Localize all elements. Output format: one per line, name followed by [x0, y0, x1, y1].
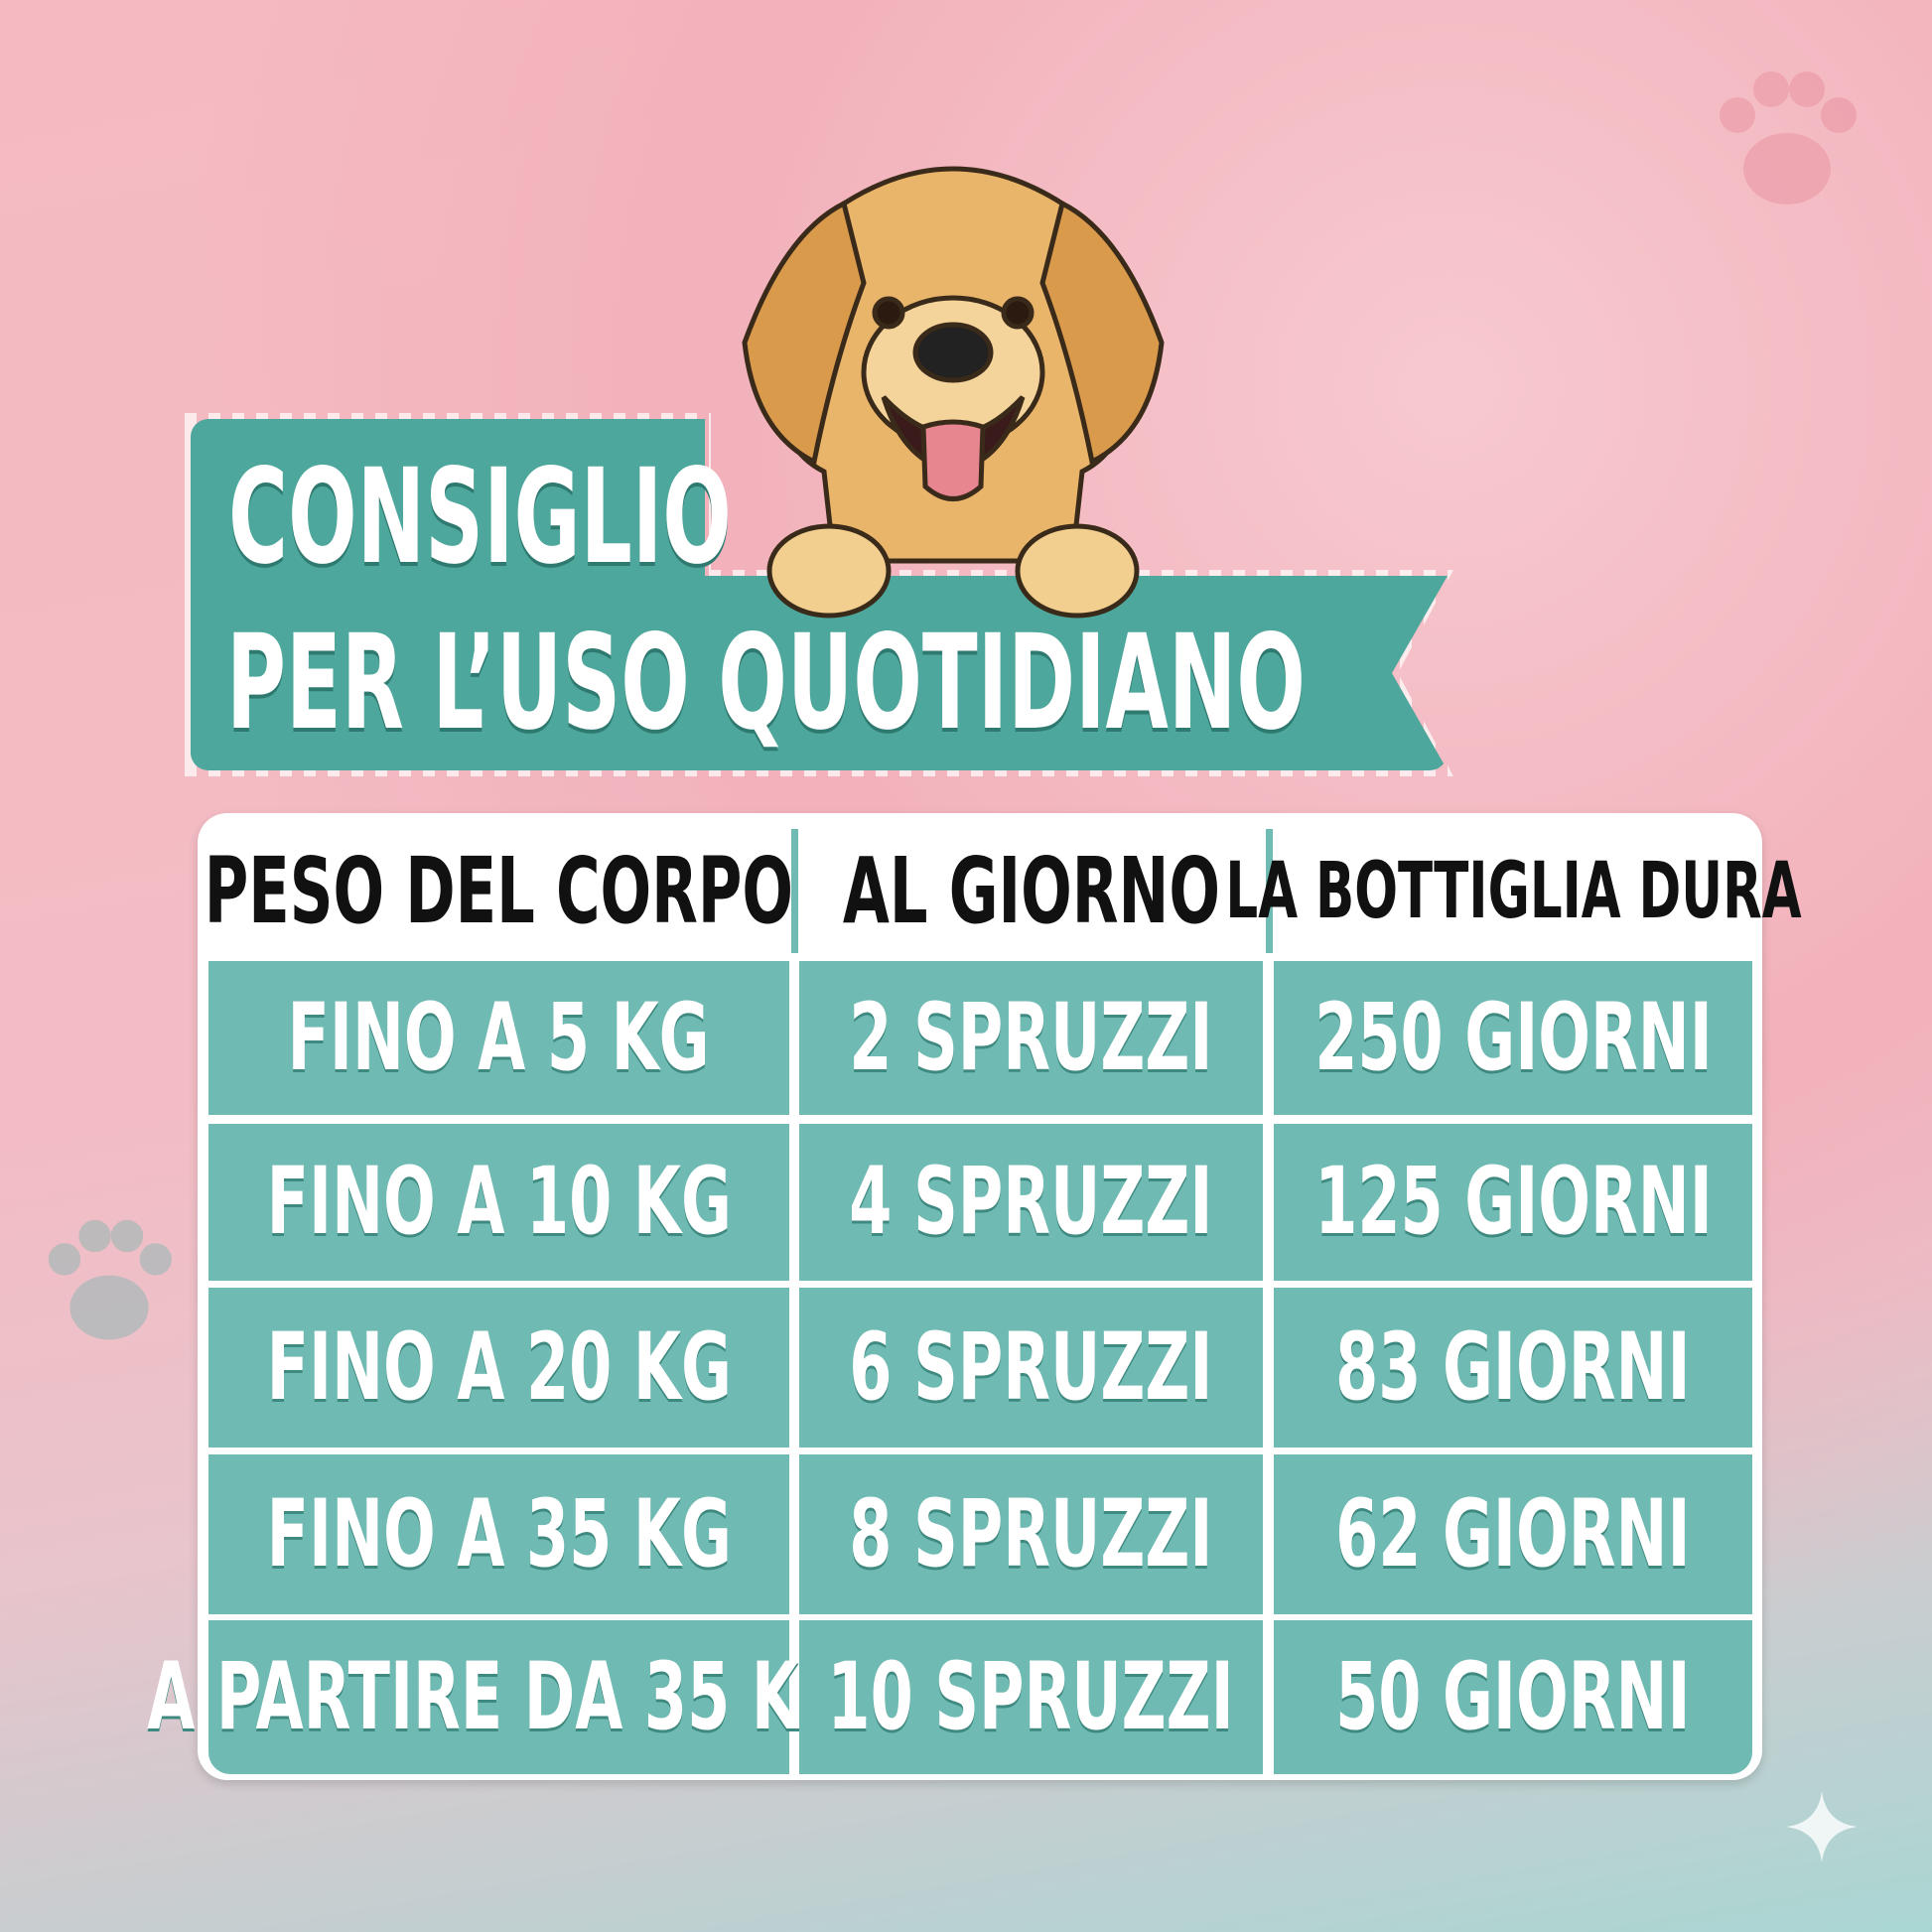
- header-per-day: AL GIORNO: [842, 837, 1220, 944]
- cell-text: 83 GIORNI: [1335, 1312, 1691, 1422]
- header-body-weight: PESO DEL CORPO: [204, 837, 794, 944]
- paw-icon: [1720, 71, 1857, 205]
- sprays-per-day-cell: 2 SPRUZZI: [799, 961, 1263, 1115]
- cell-text: A PARTIRE DA 35 KG: [147, 1642, 851, 1751]
- column-divider: [1266, 829, 1273, 953]
- cell-text: FINO A 35 KG: [266, 1479, 732, 1588]
- bottle-duration-cell: 250 GIORNI: [1274, 961, 1752, 1115]
- column-divider: [791, 829, 798, 953]
- cell-text: 62 GIORNI: [1335, 1479, 1691, 1588]
- body-weight-cell: A PARTIRE DA 35 KG: [148, 1620, 850, 1774]
- cell-text: 125 GIORNI: [1313, 1148, 1713, 1256]
- header-bottle-lasts: LA BOTTIGLIA DURA: [1224, 846, 1802, 936]
- sprays-per-day-cell: 6 SPRUZZI: [799, 1288, 1263, 1448]
- sprays-per-day-cell: 4 SPRUZZI: [799, 1124, 1263, 1281]
- sprays-per-day-cell: 10 SPRUZZI: [799, 1620, 1263, 1774]
- cell-text: 8 SPRUZZI: [849, 1479, 1213, 1588]
- body-weight-cell: FINO A 10 KG: [208, 1124, 789, 1281]
- cell-text: 2 SPRUZZI: [849, 983, 1213, 1092]
- body-weight-cell: FINO A 5 KG: [208, 961, 789, 1115]
- bottle-duration-cell: 62 GIORNI: [1274, 1454, 1752, 1614]
- cell-text: 250 GIORNI: [1313, 983, 1713, 1092]
- cell-text: FINO A 10 KG: [266, 1148, 732, 1256]
- sprays-per-day-cell: 8 SPRUZZI: [799, 1454, 1263, 1614]
- bottle-duration-cell: 83 GIORNI: [1274, 1288, 1752, 1448]
- cell-text: 50 GIORNI: [1335, 1642, 1691, 1751]
- cell-text: 10 SPRUZZI: [827, 1642, 1235, 1751]
- bottle-duration-cell: 125 GIORNI: [1274, 1124, 1752, 1281]
- cell-text: 6 SPRUZZI: [849, 1312, 1213, 1422]
- body-weight-cell: FINO A 35 KG: [208, 1454, 789, 1614]
- cell-text: 4 SPRUZZI: [849, 1148, 1213, 1256]
- title-line-1: CONSIGLIO: [228, 441, 732, 594]
- sparkle-icon: [1786, 1791, 1858, 1863]
- paw-icon: [48, 1219, 172, 1340]
- bottle-duration-cell: 50 GIORNI: [1274, 1620, 1752, 1774]
- cell-text: FINO A 20 KG: [266, 1312, 732, 1422]
- body-weight-cell: FINO A 20 KG: [208, 1288, 789, 1448]
- dog-illustration: [742, 166, 1165, 619]
- cell-text: FINO A 5 KG: [287, 983, 711, 1092]
- title-line-2: PER L’USO QUOTIDIANO: [226, 607, 1306, 759]
